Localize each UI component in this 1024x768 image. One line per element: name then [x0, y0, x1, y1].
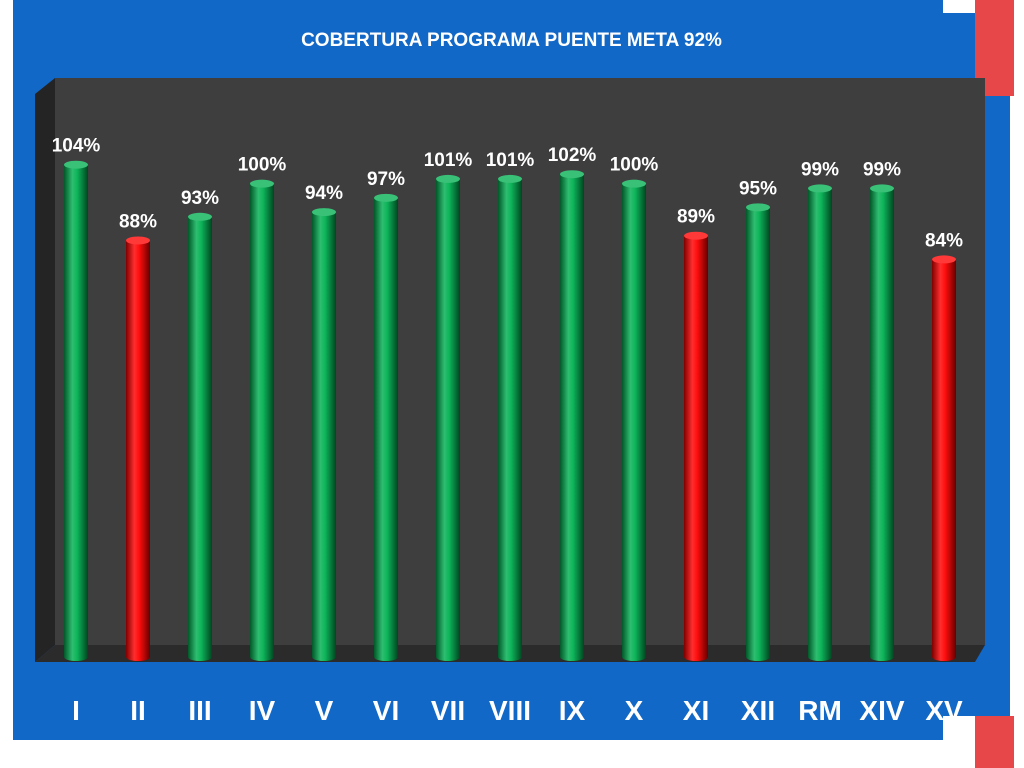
- data-label: 97%: [367, 169, 405, 190]
- bar-top: [808, 184, 832, 193]
- category-label: III: [188, 695, 211, 726]
- category-label: II: [130, 695, 146, 726]
- bar-body: [64, 164, 88, 657]
- category-label: IX: [559, 695, 586, 726]
- bar-XI: [684, 231, 708, 661]
- bar-VIII: [498, 174, 522, 661]
- bar-top: [126, 236, 150, 245]
- bar-body: [374, 197, 398, 657]
- category-label: I: [72, 695, 80, 726]
- data-label: 94%: [305, 183, 343, 204]
- data-label: 100%: [238, 155, 287, 176]
- category-label: XI: [683, 695, 709, 726]
- category-label: X: [625, 695, 644, 726]
- bar-top: [870, 184, 894, 193]
- bar-top: [436, 174, 460, 183]
- data-label: 95%: [739, 178, 777, 199]
- bar-body: [436, 178, 460, 657]
- category-label: V: [315, 695, 334, 726]
- bar-XII: [746, 203, 770, 661]
- data-label: 84%: [925, 230, 963, 251]
- bar-top: [622, 179, 646, 188]
- bar-body: [312, 212, 336, 658]
- bar-RM: [808, 184, 832, 661]
- category-labels-group: I II III IV V VI VII VIII IX X XI XII RM XIV XV: [72, 695, 963, 726]
- data-label: 100%: [610, 155, 659, 176]
- data-label: 102%: [548, 145, 597, 166]
- bar-VI: [374, 193, 398, 661]
- data-label: 101%: [424, 150, 473, 171]
- bar-top: [374, 193, 398, 202]
- bar-top: [188, 212, 212, 221]
- bar-body: [932, 259, 956, 657]
- bar-body: [250, 183, 274, 657]
- bar-body: [684, 235, 708, 657]
- data-label: 88%: [119, 211, 157, 232]
- corner-accent-white-bottom: [943, 716, 975, 768]
- category-label: VII: [431, 695, 465, 726]
- bar-body: [498, 178, 522, 657]
- corner-accent-white-top: [943, 0, 975, 13]
- data-label: 89%: [677, 207, 715, 228]
- bar-V: [312, 208, 336, 661]
- bar-top: [684, 231, 708, 240]
- bar-XIV: [870, 184, 894, 661]
- data-label: 101%: [486, 150, 535, 171]
- category-label: XV: [925, 695, 963, 726]
- category-label: RM: [798, 695, 842, 726]
- data-label: 99%: [801, 159, 839, 180]
- bar-II: [126, 236, 150, 661]
- bar-III: [188, 212, 212, 661]
- bar-body: [560, 174, 584, 657]
- bar-top: [746, 203, 770, 212]
- bar-body: [808, 188, 832, 657]
- bar-body: [188, 216, 212, 658]
- bar-IV: [250, 179, 274, 661]
- bar-body: [746, 207, 770, 658]
- category-label: VIII: [489, 695, 531, 726]
- corner-accent-red-bottom: [975, 716, 1014, 768]
- bar-I: [64, 160, 88, 661]
- category-label: IV: [249, 695, 276, 726]
- bar-XV: [932, 255, 956, 661]
- data-label: 93%: [181, 188, 219, 209]
- bar-top: [932, 255, 956, 264]
- category-label: XIV: [859, 695, 904, 726]
- data-labels-group: 104% 88% 93% 100% 94% 97% 101% 101% 102% 100% 89% 9…: [52, 136, 963, 252]
- bar-VII: [436, 174, 460, 661]
- bar-IX: [560, 170, 584, 661]
- bar-X: [622, 179, 646, 661]
- bar-top: [64, 160, 88, 169]
- chart-title: COBERTURA PROGRAMA PUENTE META 92%: [301, 30, 722, 51]
- bar-body: [126, 240, 150, 657]
- bar-top: [560, 170, 584, 179]
- data-label: 99%: [863, 159, 901, 180]
- bar-body: [622, 183, 646, 657]
- bars-group: [64, 160, 956, 661]
- bar-body: [870, 188, 894, 657]
- bar-top: [498, 174, 522, 183]
- plot-left-wall: [35, 78, 55, 662]
- bar-top: [250, 179, 274, 188]
- bar-top: [312, 208, 336, 217]
- data-label: 104%: [52, 136, 101, 157]
- category-label: XII: [741, 695, 775, 726]
- category-label: VI: [373, 695, 399, 726]
